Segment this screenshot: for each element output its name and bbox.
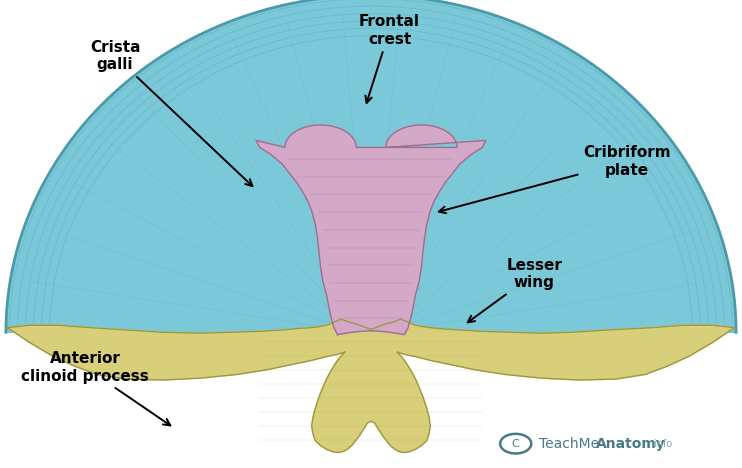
Polygon shape	[256, 125, 486, 335]
Text: TeachMe: TeachMe	[539, 437, 600, 451]
Text: Anterior
clinoid process: Anterior clinoid process	[22, 351, 170, 425]
Polygon shape	[6, 0, 736, 332]
Text: Crista
galli: Crista galli	[90, 40, 252, 186]
Text: Cribriform
plate: Cribriform plate	[439, 145, 671, 213]
Polygon shape	[7, 319, 735, 453]
Text: .info: .info	[651, 439, 673, 449]
Text: Anatomy: Anatomy	[596, 437, 666, 451]
Text: Frontal
crest: Frontal crest	[359, 14, 420, 103]
Text: Lesser
wing: Lesser wing	[467, 257, 562, 322]
Text: C: C	[512, 439, 519, 449]
